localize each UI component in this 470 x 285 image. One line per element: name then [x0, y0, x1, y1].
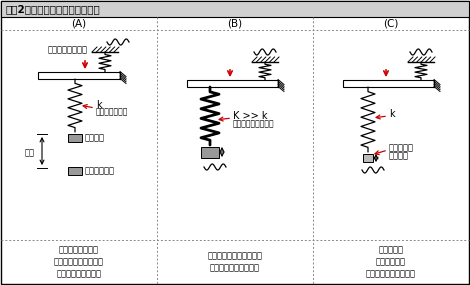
Text: k: k	[389, 109, 395, 119]
Text: 外部からの振動は
ブロックに伝わらない
（防振できている）: 外部からの振動は ブロックに伝わらない （防振できている）	[54, 246, 104, 278]
Text: 非常に軽い: 非常に軽い	[389, 144, 414, 152]
Bar	[201, 146, 219, 158]
Bar	[38, 72, 120, 78]
Text: (B): (B)	[227, 18, 243, 28]
Text: k: k	[96, 100, 102, 110]
Bar	[1, 1, 469, 17]
Text: ブロック: ブロック	[389, 152, 409, 160]
Text: ブロック: ブロック	[85, 133, 105, 142]
Bar	[363, 154, 373, 162]
Text: K >> k: K >> k	[233, 111, 267, 121]
Text: ブロックに振動が伝わる
（防振できていない）: ブロックに振動が伝わる （防振できていない）	[207, 252, 263, 272]
Text: 【図2】ばね系の特徴と防振効果: 【図2】ばね系の特徴と防振効果	[5, 4, 100, 14]
Bar	[187, 80, 278, 87]
Text: (A): (A)	[71, 18, 86, 28]
Bar	[343, 80, 434, 87]
Text: 振幅が小さな振動: 振幅が小さな振動	[48, 46, 88, 54]
Text: (C): (C)	[384, 18, 399, 28]
Text: 伸び: 伸び	[25, 148, 35, 158]
Bar	[68, 134, 82, 142]
Text: （大きいばね定数）: （大きいばね定数）	[233, 119, 274, 129]
Text: ブロックに
振動が伝わる
（防振できていない）: ブロックに 振動が伝わる （防振できていない）	[366, 246, 416, 278]
Text: （ばねの定数）: （ばねの定数）	[96, 107, 128, 117]
Bar	[68, 167, 82, 175]
Text: 重いブロック: 重いブロック	[85, 166, 115, 176]
